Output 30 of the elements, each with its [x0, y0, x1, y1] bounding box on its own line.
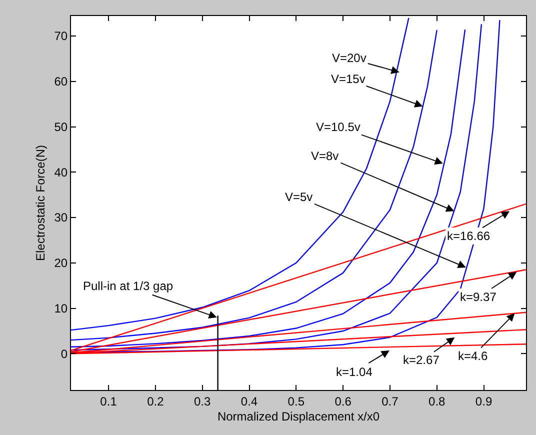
x-tick-label: 0.1 [100, 394, 118, 408]
annotation: V=15v [331, 72, 366, 86]
x-axis-title: Normalized Displacement x/x0 [217, 409, 380, 424]
x-tick-label: 0.3 [194, 394, 212, 408]
y-tick-label: 40 [54, 165, 68, 180]
y-tick-label: 10 [54, 302, 68, 316]
annotation: V=20v [332, 51, 366, 65]
annotation: k=9.37 [460, 290, 497, 304]
y-tick-label: 50 [54, 120, 68, 134]
x-tick-label: 0.6 [334, 394, 352, 408]
x-tick-label: 0.9 [475, 394, 492, 408]
x-tick-label: 0.7 [382, 394, 399, 408]
annotation: V=8v [311, 149, 339, 163]
y-tick-label: 30 [54, 210, 68, 225]
annotation: k=16.66 [447, 229, 490, 243]
x-tick-label: 0.2 [147, 394, 164, 408]
x-tick-label: 0.5 [288, 394, 305, 408]
y-tick-label: 70 [54, 29, 68, 44]
annotation: k=2.67 [403, 353, 440, 367]
annotation: V=5v [285, 190, 313, 204]
y-tick-label: 60 [54, 74, 68, 89]
annotation: V=10.5v [316, 120, 360, 134]
x-tick-label: 0.4 [240, 394, 258, 408]
annotation: k=1.04 [336, 365, 373, 379]
y-tick-label: 0 [60, 346, 68, 361]
annotation: k=4.6 [458, 349, 488, 363]
y-axis-title: Electrostatic Force(N) [34, 144, 48, 262]
annotation: Pull-in at 1/3 gap [83, 279, 174, 293]
y-tick-label: 20 [54, 256, 68, 270]
x-tick-label: 0.8 [428, 394, 446, 408]
